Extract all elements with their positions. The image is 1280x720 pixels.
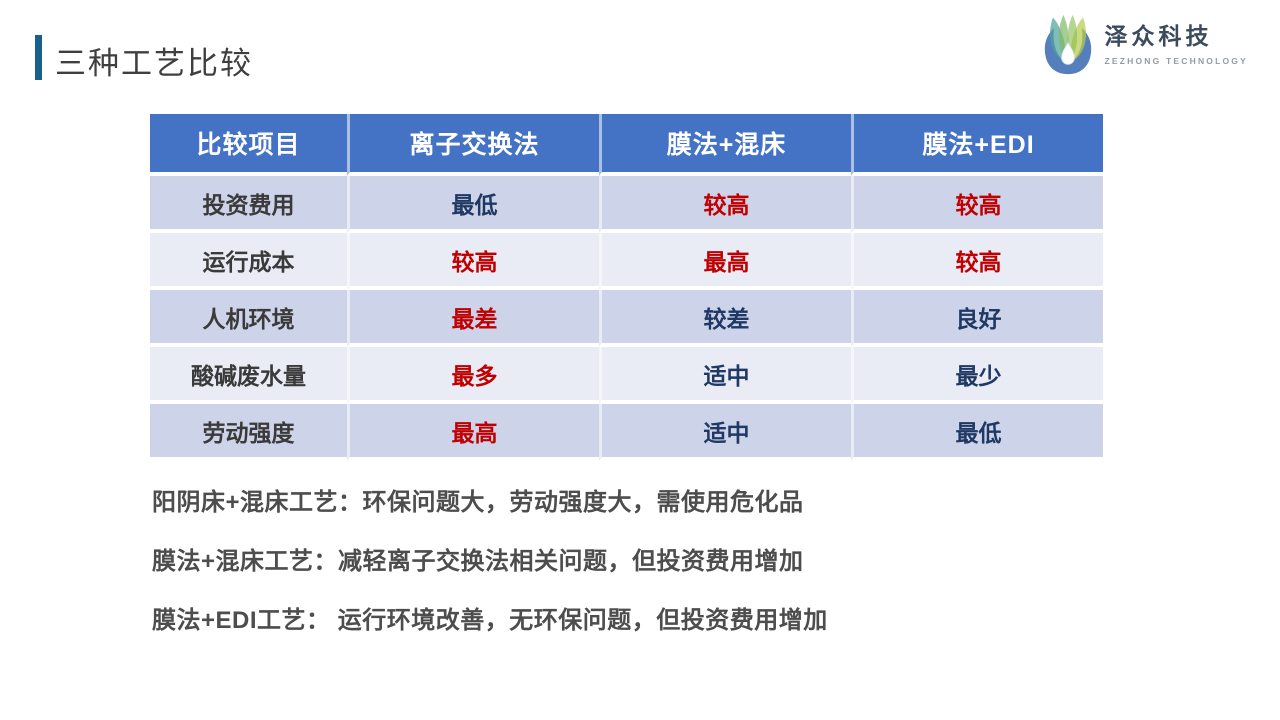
cell-value: 较高 [851,176,1103,233]
comparison-table: 比较项目 离子交换法 膜法+混床 膜法+EDI 投资费用 最低 较高 较高 运行… [150,114,1103,461]
header-cell-membrane-edi: 膜法+EDI [851,114,1103,176]
cell-value: 较高 [347,233,599,290]
cell-value: 最低 [851,404,1103,461]
cell-value: 最低 [347,176,599,233]
title-accent-bar [35,35,42,80]
header-cell-ion-exchange: 离子交换法 [347,114,599,176]
cell-value: 最多 [347,347,599,404]
page-title: 三种工艺比较 [55,46,253,81]
note-line: 膜法+混床工艺：减轻离子交换法相关问题，但投资费用增加 [152,548,804,575]
header-cell-item: 比较项目 [150,114,347,176]
logo-text: 泽众科技 ZEZHONG TECHNOLOGY [1105,17,1249,66]
company-logo: 泽众科技 ZEZHONG TECHNOLOGY [1039,8,1249,80]
cell-value: 较差 [599,290,851,347]
logo-flower-drop-icon [1044,15,1091,75]
logo-company-subtitle: ZEZHONG TECHNOLOGY [1104,55,1248,66]
logo-company-name: 泽众科技 [1104,22,1213,49]
note-line: 膜法+EDI工艺： 运行环境改善，无环保问题，但投资费用增加 [152,607,828,634]
row-label: 劳动强度 [150,404,347,461]
row-label: 投资费用 [150,176,347,233]
cell-value: 适中 [599,404,851,461]
header-cell-membrane-mixedbed: 膜法+混床 [599,114,851,176]
notes: 阳阴床+混床工艺：环保问题大，劳动强度大，需使用危化品 膜法+混床工艺：减轻离子… [152,490,828,667]
row-label: 运行成本 [150,233,347,290]
cell-value: 较高 [599,176,851,233]
cell-value: 良好 [851,290,1103,347]
row-label: 酸碱废水量 [150,347,347,404]
cell-value: 适中 [599,347,851,404]
cell-value: 最高 [347,404,599,461]
row-label: 人机环境 [150,290,347,347]
cell-value: 最差 [347,290,599,347]
cell-value: 最少 [851,347,1103,404]
note-line: 阳阴床+混床工艺：环保问题大，劳动强度大，需使用危化品 [152,489,804,516]
cell-value: 较高 [851,233,1103,290]
cell-value: 最高 [599,233,851,290]
